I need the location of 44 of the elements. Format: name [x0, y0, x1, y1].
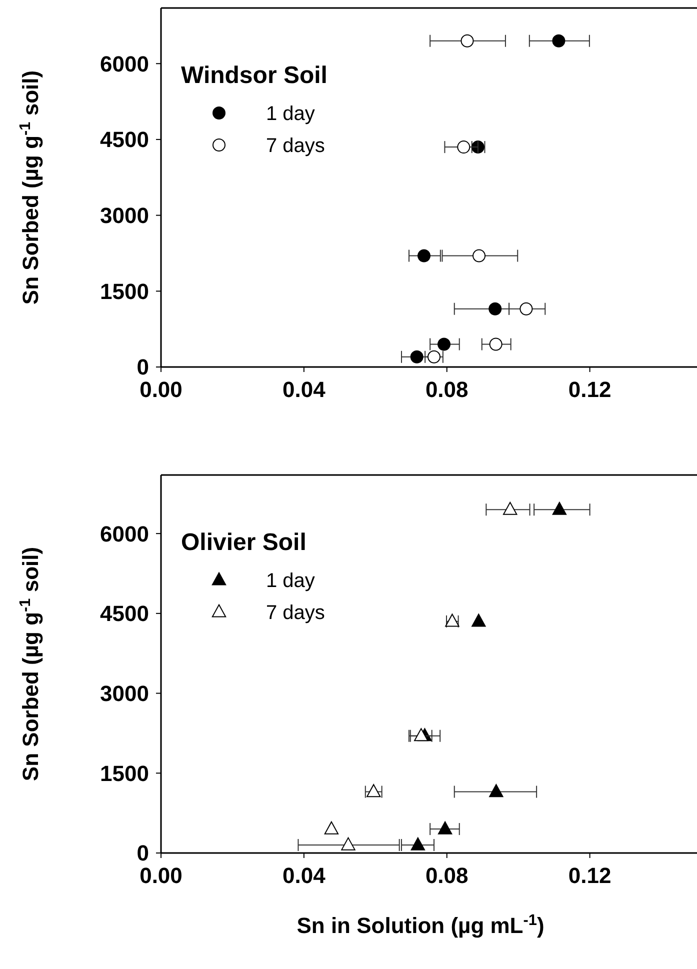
x-tick-label: 0.12 [568, 377, 612, 402]
point [438, 821, 452, 834]
point [503, 502, 518, 515]
point [489, 784, 504, 798]
x-tick-label: 0.00 [140, 377, 182, 402]
point [410, 837, 426, 850]
y-tick-label: 3000 [100, 203, 149, 228]
legend-label: 1 day [266, 570, 315, 592]
legend-label: 7 days [266, 135, 325, 157]
x-tick-label: 0.12 [568, 863, 612, 888]
legend-label: 7 days [266, 602, 325, 624]
x-axis-title: Sn in Solution (µg mL$^{-1}$) [296, 912, 544, 938]
legend-label: 1 day [266, 103, 315, 125]
y-tick-label: 6000 [100, 521, 149, 546]
y-tick-label: 0 [136, 840, 149, 866]
point [520, 302, 533, 316]
point [410, 350, 424, 364]
point [324, 821, 339, 834]
y-tick-label: 6000 [100, 51, 149, 76]
x-tick-label: 0.00 [140, 863, 182, 888]
legend-title: Olivier Soil [181, 529, 306, 556]
point [472, 249, 486, 262]
legend-title: Windsor Soil [181, 62, 328, 89]
point [414, 728, 428, 742]
y-tick-label: 0 [136, 354, 149, 380]
point [417, 249, 430, 262]
y-tick-label: 4500 [100, 127, 149, 152]
x-tick-label: 0.08 [425, 863, 468, 888]
x-tick-label: 0.08 [425, 377, 468, 402]
point [457, 140, 470, 154]
point [472, 614, 486, 627]
point [552, 34, 566, 48]
point [488, 302, 502, 316]
x-tick-label: 0.04 [282, 377, 326, 402]
y-tick-label: 4500 [100, 601, 149, 626]
y-tick-label: 1500 [100, 760, 149, 786]
y-tick-label: 3000 [100, 680, 149, 706]
point [460, 34, 474, 48]
point [489, 338, 502, 351]
y-tick-label: 1500 [100, 278, 149, 304]
point [438, 338, 451, 351]
x-tick-label: 0.04 [282, 863, 326, 888]
point [341, 837, 356, 850]
point [552, 502, 567, 515]
